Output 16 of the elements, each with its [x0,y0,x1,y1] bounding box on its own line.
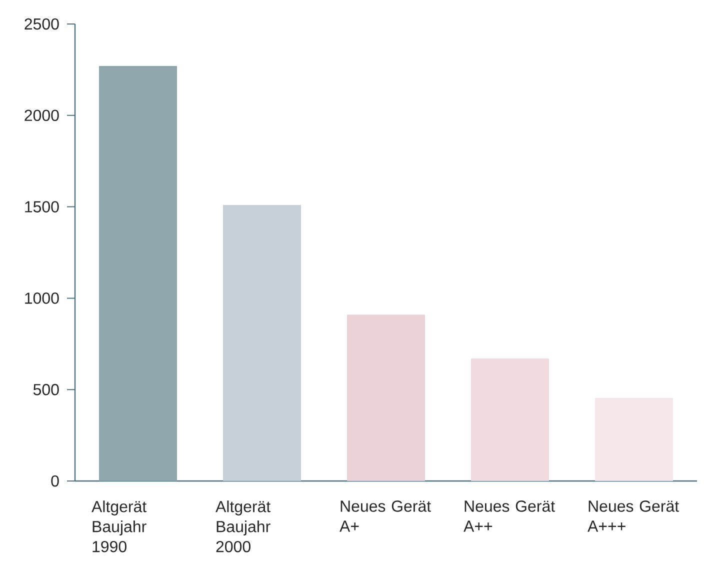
bar [99,66,177,481]
y-tick-label: 0 [51,475,59,487]
x-tick-label: Neues Gerät A++ [464,500,555,532]
bar [471,358,550,481]
y-tick-label: 2000 [24,110,59,122]
bar [347,314,426,481]
y-tick-label: 500 [33,384,59,396]
bar [595,398,674,481]
bar [223,204,302,481]
x-tick-label: Neues Gerät A+++ [588,500,679,532]
y-tick-label: 1500 [25,201,59,212]
y-tick-label: 1000 [25,292,59,304]
y-tick-label: 2500 [24,18,59,30]
x-tick-label: Altgerät Baujahr 2000 [216,500,271,552]
x-tick-label: Neues Gerät A+ [340,500,431,532]
x-tick-label: Altgerät Baujahr 1990 [92,500,147,552]
